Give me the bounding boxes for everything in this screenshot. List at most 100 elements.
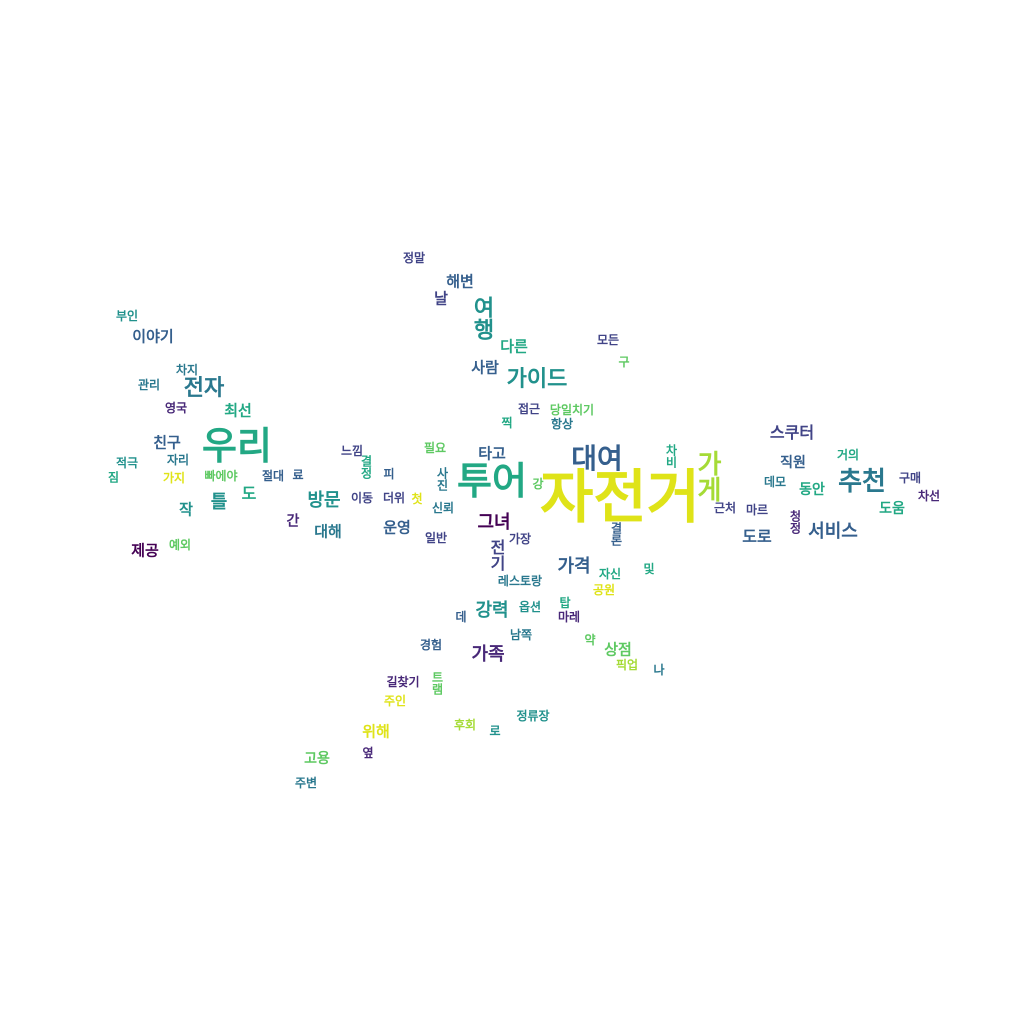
- cloud-word: 차선: [917, 489, 941, 503]
- cloud-word: 데: [455, 610, 467, 624]
- cloud-word: 정류장: [516, 709, 550, 723]
- cloud-word: 신뢰: [431, 501, 455, 515]
- cloud-word: 약: [584, 633, 596, 647]
- cloud-word: 추천: [838, 467, 886, 497]
- cloud-word: 관리: [137, 378, 161, 392]
- cloud-word: 방문: [307, 490, 341, 511]
- cloud-word: 찍: [501, 416, 513, 430]
- cloud-word: 짐: [106, 471, 120, 483]
- cloud-word: 우리: [202, 424, 272, 468]
- cloud-word: 이동: [350, 491, 374, 505]
- cloud-word: 투어: [457, 459, 527, 503]
- cloud-word: 차비: [664, 444, 678, 468]
- cloud-word: 주인: [383, 694, 407, 708]
- cloud-word: 도로: [742, 527, 772, 546]
- cloud-word: 일반: [424, 531, 448, 545]
- cloud-word: 정말: [402, 251, 426, 265]
- cloud-word: 강: [532, 477, 544, 491]
- cloud-word: 당일치기: [549, 403, 595, 417]
- cloud-word: 가지: [162, 471, 186, 485]
- cloud-word: 가족: [471, 644, 505, 665]
- cloud-word: 여행: [469, 296, 494, 340]
- cloud-word: 제공: [131, 541, 159, 560]
- cloud-word: 부인: [115, 309, 139, 323]
- cloud-word: 나: [653, 663, 665, 677]
- cloud-word: 항상: [550, 417, 574, 431]
- cloud-word: 가게: [692, 450, 722, 502]
- cloud-word: 구: [618, 355, 630, 369]
- cloud-word: 마레: [557, 610, 581, 624]
- cloud-word: 옆: [362, 746, 374, 760]
- cloud-word: 스쿠터: [769, 423, 815, 442]
- cloud-word: 결정: [359, 455, 373, 479]
- cloud-word: 후회: [453, 718, 477, 732]
- cloud-word: 마르: [745, 503, 769, 517]
- cloud-word: 자리: [166, 453, 190, 467]
- cloud-word: 고용: [304, 751, 330, 767]
- cloud-word: 접근: [517, 402, 541, 416]
- cloud-word: 료: [292, 468, 304, 482]
- cloud-word: 경험: [419, 638, 443, 652]
- cloud-word: 그녀: [477, 512, 511, 533]
- cloud-word: 간: [284, 513, 300, 527]
- cloud-word: 데모: [763, 475, 787, 489]
- cloud-word: 픽업: [615, 658, 639, 672]
- cloud-word: 타고: [478, 444, 506, 463]
- cloud-word: 서비스: [808, 521, 858, 542]
- cloud-word: 대해: [314, 522, 342, 541]
- cloud-word: 도: [241, 484, 257, 503]
- cloud-word: 이야기: [132, 327, 174, 346]
- cloud-word: 전자: [183, 376, 225, 401]
- cloud-word: 근처: [713, 501, 737, 515]
- cloud-word: 청정: [788, 510, 802, 534]
- cloud-word: 날: [434, 289, 448, 308]
- cloud-word: 첫: [411, 492, 423, 506]
- cloud-word: 구매: [898, 471, 922, 485]
- cloud-word: 느낌: [340, 444, 364, 458]
- cloud-word: 결론: [609, 522, 623, 546]
- cloud-word: 가이드: [506, 367, 568, 392]
- cloud-word: 트램: [430, 671, 444, 695]
- cloud-word: 모든: [596, 333, 620, 347]
- cloud-word: 상점: [604, 640, 632, 659]
- cloud-word: 탑: [559, 596, 571, 610]
- cloud-word: 도움: [879, 501, 905, 517]
- cloud-word: 공원: [592, 583, 616, 597]
- cloud-word: 영국: [164, 401, 188, 415]
- cloud-word: 가장: [508, 532, 532, 546]
- cloud-word: 남쪽: [509, 628, 533, 642]
- cloud-word: 자신: [598, 567, 622, 581]
- cloud-word: 길찾기: [386, 675, 420, 689]
- cloud-word: 해변: [446, 272, 474, 291]
- cloud-word: 사진: [435, 467, 449, 491]
- cloud-word: 더위: [382, 491, 406, 505]
- cloud-word: 운영: [383, 518, 411, 537]
- cloud-word: 필요: [423, 441, 447, 455]
- cloud-word: 친구: [153, 433, 181, 452]
- cloud-word: 대여: [571, 442, 623, 475]
- cloud-word: 사람: [471, 358, 499, 377]
- cloud-word: 전기: [487, 539, 506, 571]
- cloud-word: 거의: [836, 448, 860, 462]
- cloud-word: 위해: [362, 722, 390, 741]
- cloud-word: 틀: [210, 492, 228, 513]
- cloud-word: 차지: [175, 363, 199, 377]
- cloud-word: 직원: [780, 455, 806, 471]
- cloud-word: 레스토랑: [497, 574, 543, 588]
- cloud-word: 및: [643, 562, 655, 576]
- cloud-word: 로: [489, 724, 501, 738]
- cloud-word: 주변: [294, 776, 318, 790]
- cloud-word: 강력: [475, 600, 509, 621]
- cloud-word: 다른: [500, 337, 528, 356]
- cloud-word: 동안: [799, 482, 825, 498]
- cloud-word: 빠에야: [204, 469, 238, 483]
- cloud-word: 가격: [557, 556, 591, 577]
- cloud-word: 작: [179, 500, 193, 519]
- cloud-word: 절대: [261, 469, 285, 483]
- cloud-word: 예외: [168, 538, 192, 552]
- cloud-word: 옵션: [518, 600, 542, 614]
- cloud-word: 적극: [115, 456, 139, 470]
- cloud-word: 자전거: [539, 463, 701, 531]
- cloud-word: 피: [383, 467, 395, 481]
